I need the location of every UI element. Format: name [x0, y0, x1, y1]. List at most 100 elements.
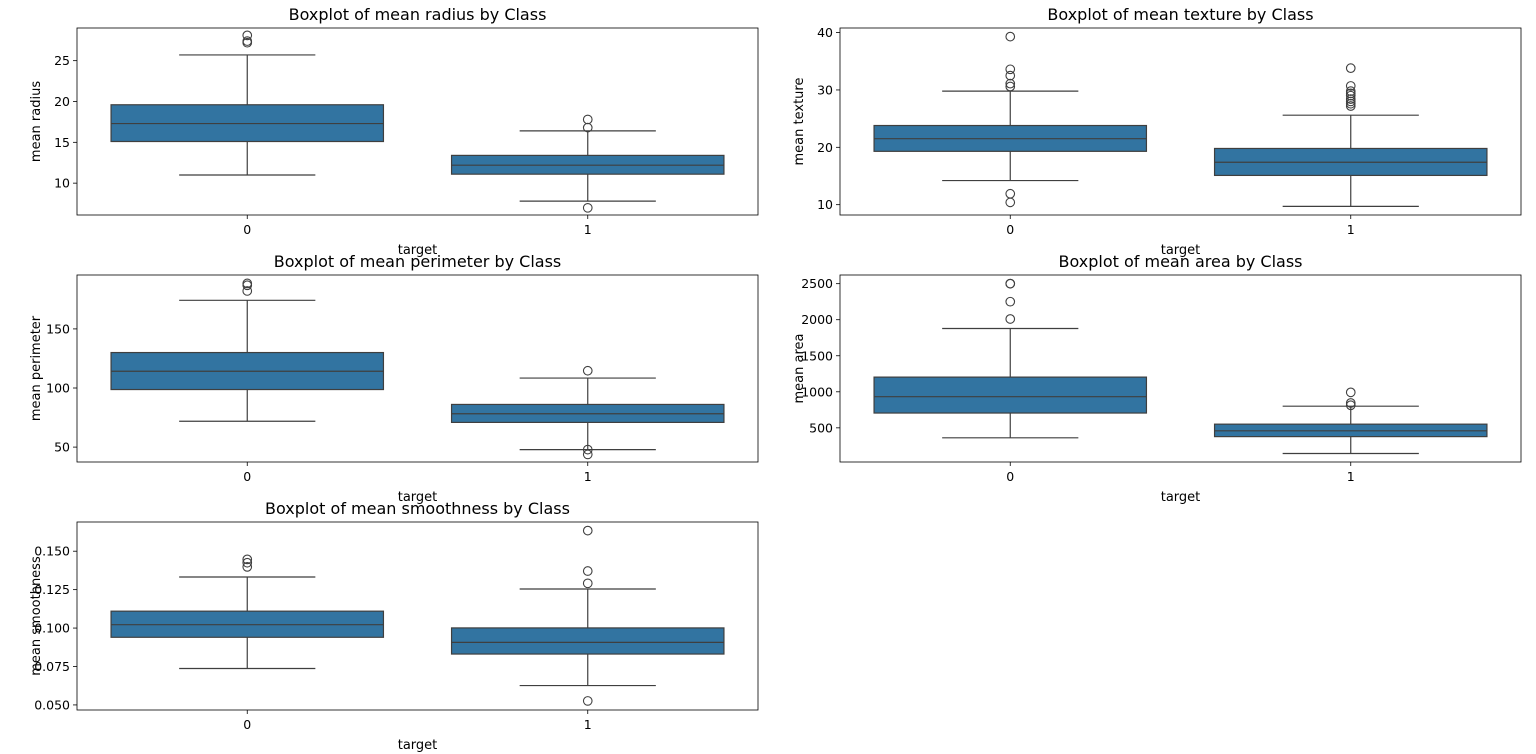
y-tick-label: 15	[54, 135, 70, 150]
outlier-point	[582, 696, 593, 706]
outlier-point	[582, 566, 593, 576]
outlier-point	[1005, 78, 1016, 89]
box-1	[1213, 63, 1488, 207]
y-axis-label: mean radius	[29, 81, 44, 162]
chart-title: Boxplot of mean smoothness by Class	[265, 499, 570, 518]
y-tick-label: 0.150	[34, 544, 70, 559]
box-0	[873, 278, 1148, 439]
outlier-point	[582, 578, 593, 589]
box-1	[450, 114, 725, 213]
axes-frame	[839, 27, 1522, 216]
outlier-point	[242, 286, 253, 296]
y-tick-label: 10	[817, 197, 833, 212]
y-tick-label: 500	[809, 420, 833, 435]
chart-title: Boxplot of mean radius by Class	[289, 5, 547, 24]
y-axis-label: mean area	[792, 334, 807, 404]
outlier-point	[242, 36, 253, 46]
outlier-point	[1345, 63, 1356, 74]
iqr-box	[873, 376, 1148, 414]
x-tick-label: 0	[243, 717, 251, 732]
y-axis-label: mean texture	[792, 78, 807, 166]
outlier-point	[1345, 81, 1356, 91]
y-tick-label: 20	[817, 140, 833, 155]
y-tick-label: 0.075	[34, 659, 70, 674]
x-tick-label: 0	[1006, 222, 1014, 237]
subplot-0: Boxplot of mean radius by Class 10 15 20 25 0…	[29, 5, 759, 258]
outlier-point	[1005, 197, 1016, 208]
y-tick-label: 0.050	[34, 697, 70, 712]
outlier-point	[242, 30, 253, 41]
outlier-point	[1345, 387, 1356, 398]
outlier-point	[1005, 314, 1016, 324]
y-tick-label: 25	[54, 53, 70, 68]
outlier-point	[1345, 86, 1356, 96]
y-axis-label: mean smoothness	[29, 556, 44, 676]
y-tick-label: 150	[46, 321, 70, 336]
chart-title: Boxplot of mean perimeter by Class	[274, 252, 562, 271]
axes-frame	[76, 27, 759, 216]
outlier-point	[582, 114, 593, 125]
outlier-point	[1345, 94, 1356, 104]
x-tick-label: 1	[1347, 222, 1355, 237]
outlier-point	[582, 449, 593, 460]
outlier-point	[1005, 296, 1016, 307]
y-tick-label: 10	[54, 176, 70, 191]
outlier-point	[1345, 88, 1356, 99]
outlier-point	[242, 554, 253, 565]
outlier-point	[1345, 98, 1356, 109]
outlier-point	[242, 557, 253, 568]
outlier-point	[582, 365, 593, 376]
outlier-point	[1005, 64, 1016, 75]
y-tick-label: 30	[817, 82, 833, 97]
y-axis-label: mean perimeter	[29, 315, 44, 421]
chart-title: Boxplot of mean texture by Class	[1047, 5, 1313, 24]
axes-frame	[839, 274, 1522, 463]
outlier-point	[1345, 400, 1356, 411]
x-tick-label: 1	[584, 222, 592, 237]
outlier-point	[242, 280, 253, 291]
outlier-point	[1005, 70, 1016, 81]
outlier-point	[1005, 278, 1016, 289]
chart-title: Boxplot of mean area by Class	[1058, 252, 1302, 271]
x-axis-label: target	[398, 738, 438, 753]
x-axis-label: target	[398, 490, 438, 505]
subplot-4: Boxplot of mean smoothness by Class 0.050…	[29, 499, 759, 753]
box-0	[110, 30, 385, 176]
outlier-point	[582, 525, 593, 536]
box-1	[450, 365, 725, 460]
subplot-3: Boxplot of mean area by Class 500 1000 1500…	[792, 252, 1522, 505]
y-tick-label: 1000	[801, 384, 833, 399]
x-axis-label: target	[398, 243, 438, 258]
outlier-point	[242, 562, 253, 572]
x-axis-label: target	[1161, 490, 1201, 505]
x-tick-label: 1	[584, 469, 592, 484]
axes-frame	[76, 274, 759, 463]
iqr-box	[450, 627, 725, 655]
y-tick-label: 0.100	[34, 621, 70, 636]
subplot-2: Boxplot of mean perimeter by Class 50 100 1…	[29, 252, 759, 505]
box-1	[450, 525, 725, 706]
outlier-point	[582, 202, 593, 213]
y-tick-label: 20	[54, 94, 70, 109]
box-0	[110, 278, 385, 422]
outlier-point	[1345, 398, 1356, 408]
outlier-point	[582, 444, 593, 455]
x-tick-label: 0	[243, 469, 251, 484]
x-tick-label: 1	[1347, 469, 1355, 484]
outlier-point	[1005, 81, 1016, 92]
x-tick-label: 0	[1006, 469, 1014, 484]
subplot-1: Boxplot of mean texture by Class10203040…	[792, 5, 1522, 258]
outlier-point	[1005, 188, 1016, 199]
outlier-point	[1345, 96, 1356, 107]
box-0	[873, 31, 1148, 208]
x-tick-label: 1	[584, 717, 592, 732]
x-tick-label: 0	[243, 222, 251, 237]
y-tick-label: 0.125	[34, 582, 70, 597]
y-tick-label: 50	[54, 440, 70, 455]
outlier-point	[1345, 90, 1356, 101]
outlier-point	[1345, 101, 1356, 111]
y-tick-label: 2500	[801, 276, 833, 291]
box-1	[1213, 387, 1488, 455]
box-0	[110, 554, 385, 670]
